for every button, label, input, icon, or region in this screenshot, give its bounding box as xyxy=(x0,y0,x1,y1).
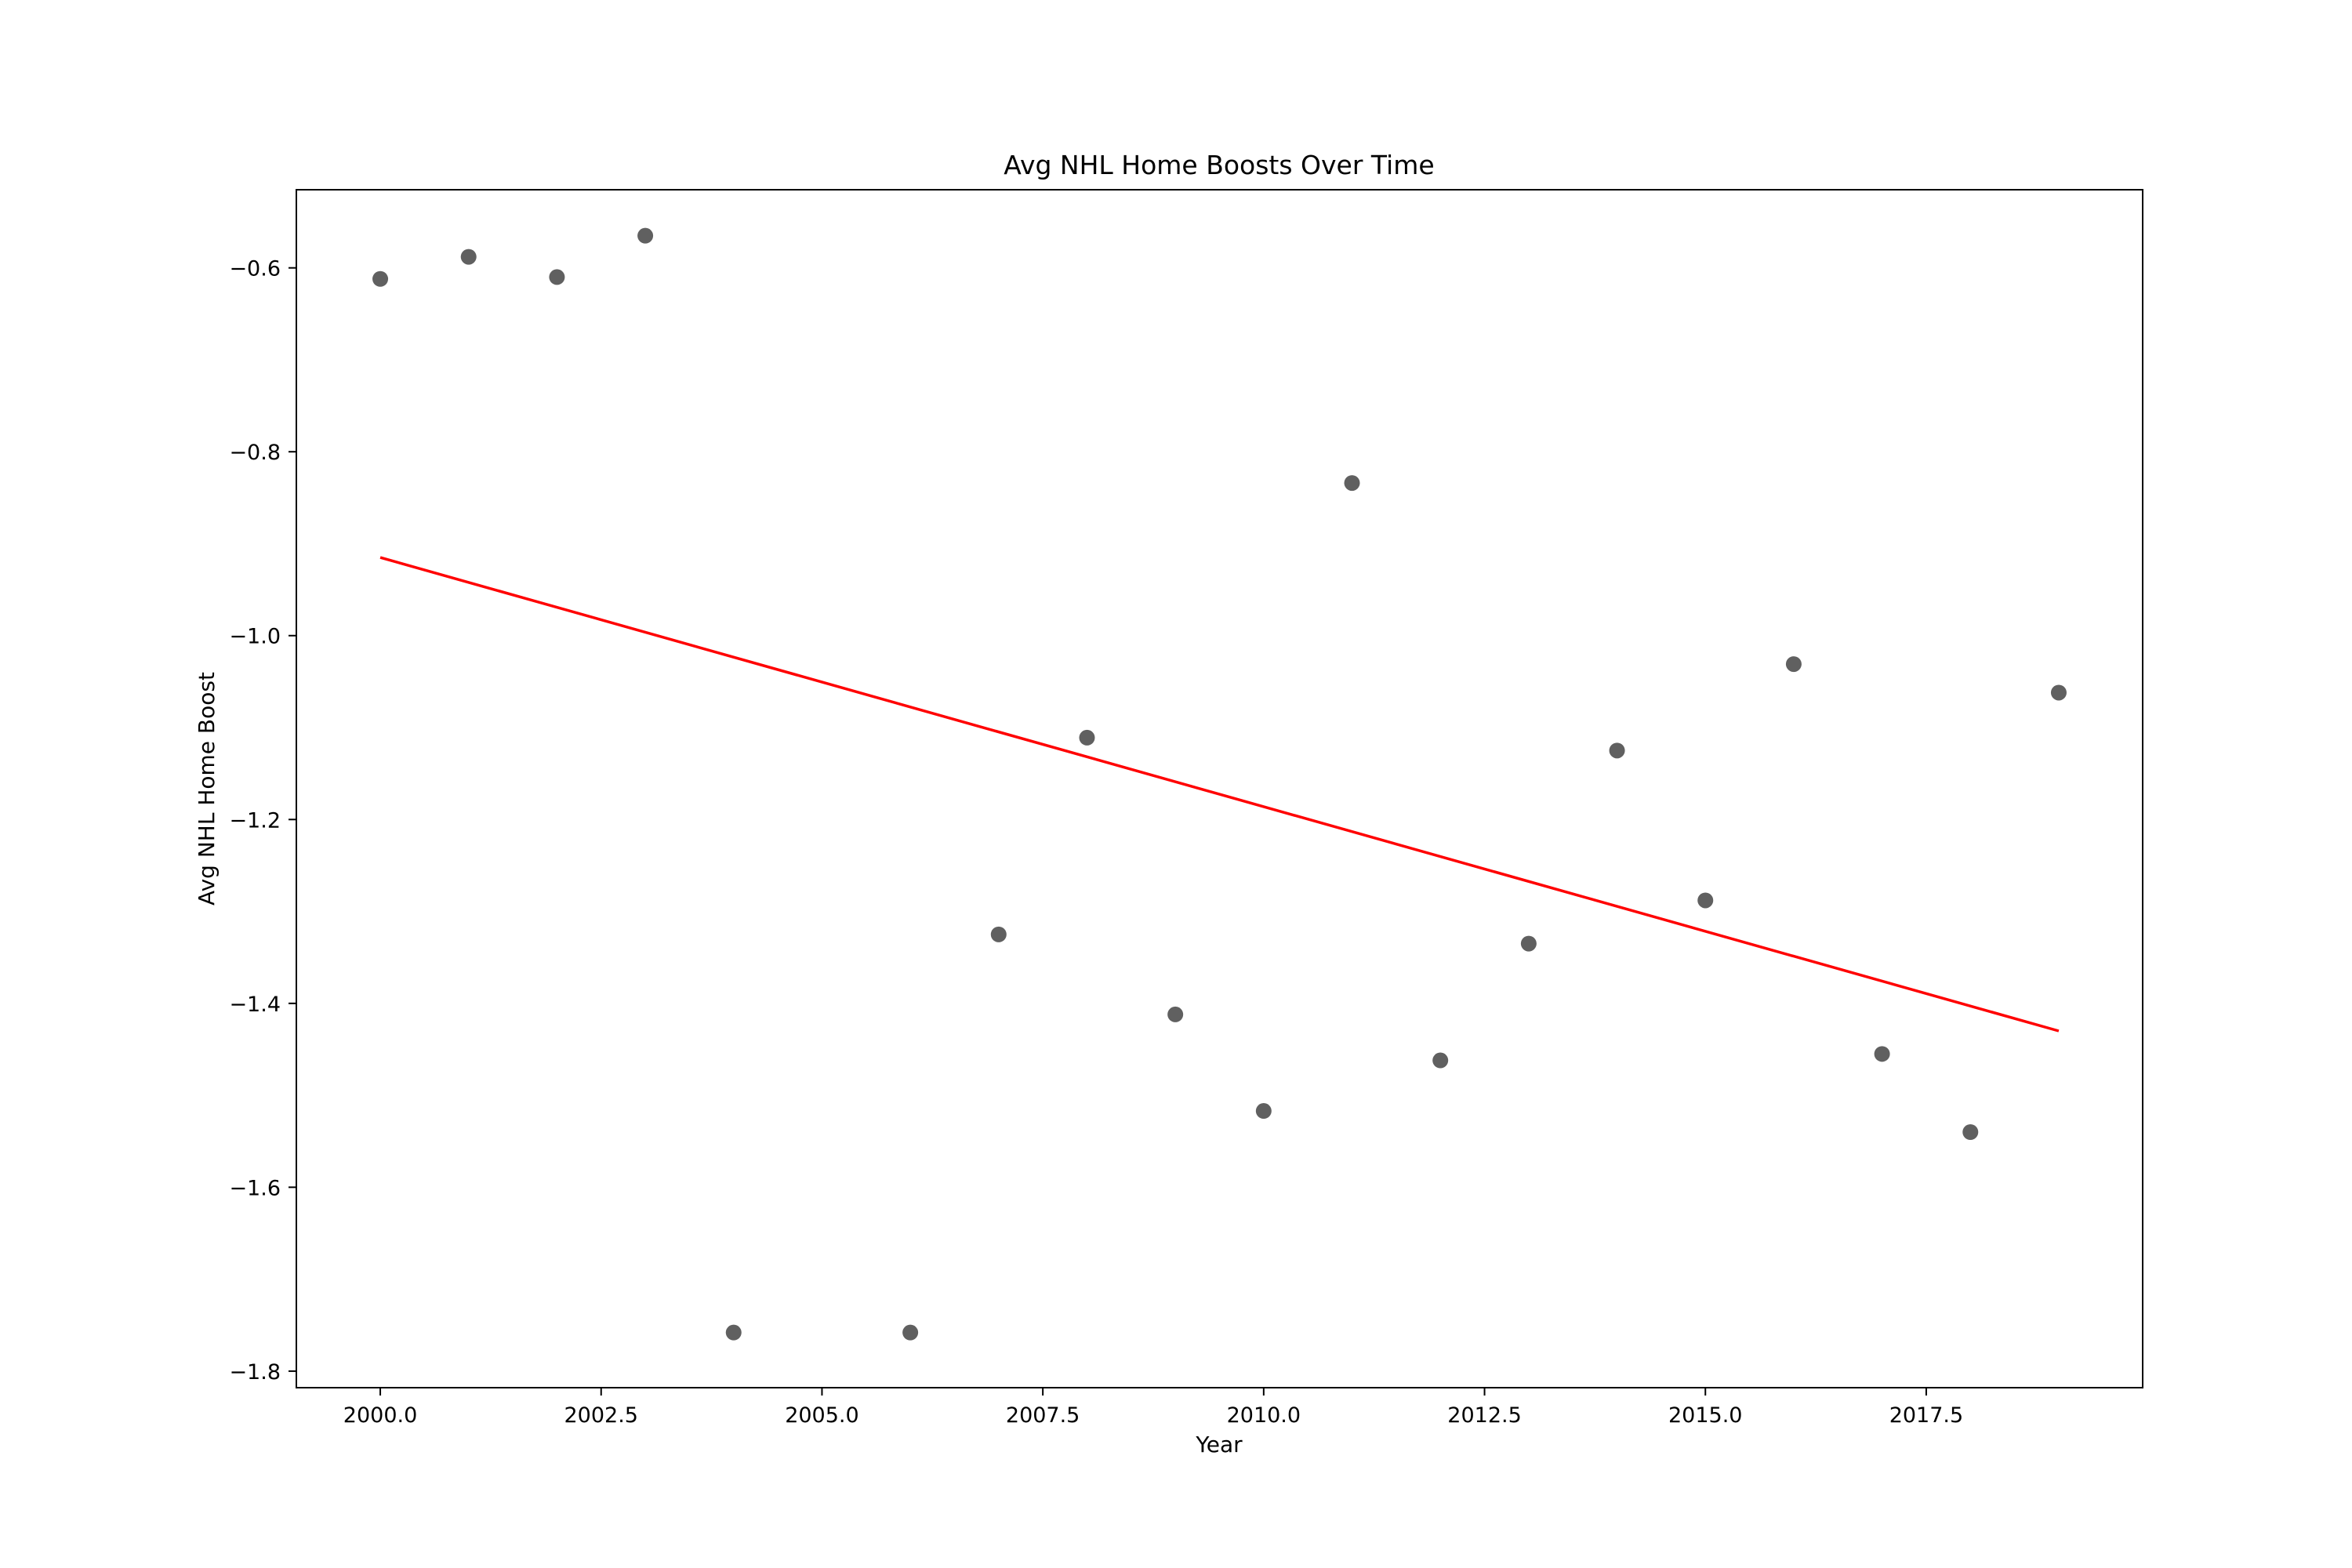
x-tick-label: 2012.5 xyxy=(1447,1403,1521,1428)
plot-area xyxy=(372,227,2067,1341)
x-tick-label: 2010.0 xyxy=(1227,1403,1301,1428)
data-point xyxy=(372,270,389,287)
data-point xyxy=(1874,1046,1890,1062)
y-tick-label: −0.6 xyxy=(229,257,281,281)
y-tick-label: −1.6 xyxy=(229,1176,281,1200)
points-layer xyxy=(372,227,2067,1341)
data-point xyxy=(460,249,477,265)
data-point xyxy=(1255,1103,1272,1120)
data-point xyxy=(1962,1123,1979,1140)
x-tick-label: 2005.0 xyxy=(785,1403,858,1428)
x-tick-label: 2017.5 xyxy=(1889,1403,1963,1428)
y-tick-label: −1.2 xyxy=(229,808,281,833)
y-tick-label: −1.8 xyxy=(229,1360,281,1385)
y-tick-label: −0.8 xyxy=(229,441,281,465)
x-tick-label: 2007.5 xyxy=(1006,1403,1080,1428)
data-point xyxy=(1344,475,1360,492)
x-tick-label: 2002.5 xyxy=(564,1403,638,1428)
x-axis-label: Year xyxy=(1195,1432,1243,1457)
trend-layer xyxy=(379,556,2060,1033)
axes-frame xyxy=(296,189,2143,1388)
x-tick-label: 2015.0 xyxy=(1668,1403,1742,1428)
data-point xyxy=(1432,1052,1449,1069)
data-point xyxy=(637,227,654,244)
chart-title: Avg NHL Home Boosts Over Time xyxy=(1004,150,1434,180)
x-axis-ticks: 2000.0 2002.5 2005.0 2007.5 2010.0 2012.5 2015… xyxy=(343,1388,1963,1428)
y-tick-label: −1.4 xyxy=(229,993,281,1017)
y-tick-label: −1.0 xyxy=(229,625,281,649)
trend-line xyxy=(379,556,2060,1033)
data-point xyxy=(1167,1006,1184,1022)
data-point xyxy=(1520,935,1537,952)
x-tick-label: 2000.0 xyxy=(343,1403,417,1428)
data-point xyxy=(1609,742,1625,759)
data-point xyxy=(1785,656,1802,673)
data-point xyxy=(990,926,1007,942)
data-point xyxy=(725,1324,742,1341)
data-point xyxy=(549,269,565,285)
data-point xyxy=(902,1324,919,1341)
data-point xyxy=(1697,892,1714,909)
data-point xyxy=(2050,684,2067,701)
y-axis-label: Avg NHL Home Boost xyxy=(194,672,220,906)
y-axis-ticks: −0.6 −0.8 −1.0 −1.2 −1.4 −1.6 −1.8 xyxy=(229,257,296,1385)
data-point xyxy=(1079,729,1095,746)
